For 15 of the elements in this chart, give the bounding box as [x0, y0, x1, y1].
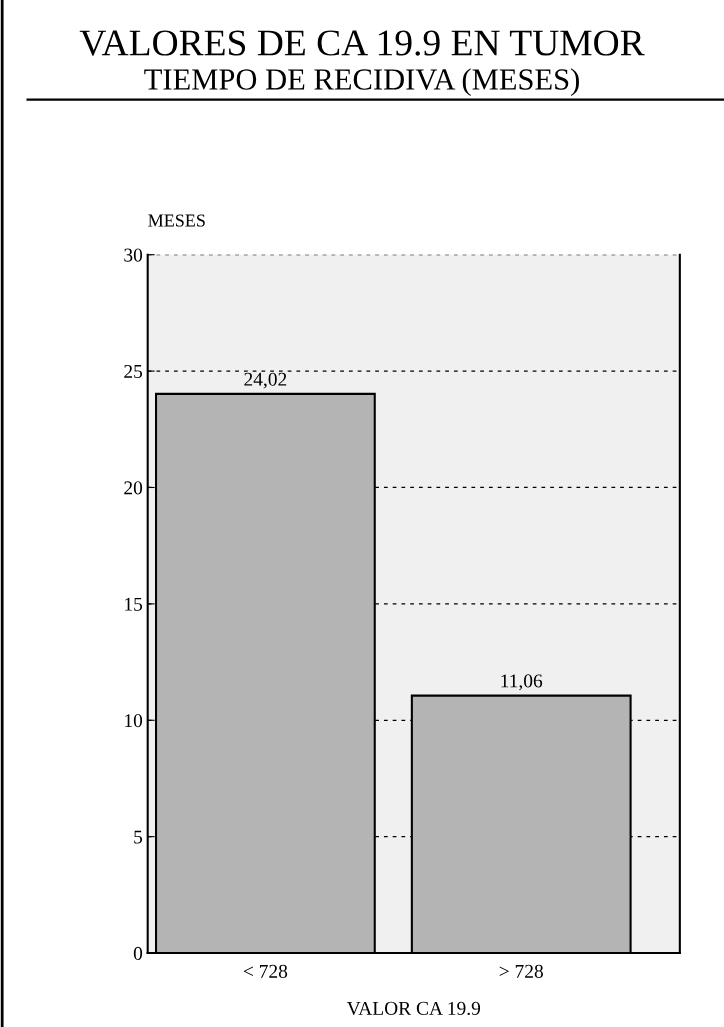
y-tick-label: 30	[124, 248, 143, 262]
x-tick-label: > 728	[499, 964, 543, 978]
y-tick-label: 15	[125, 597, 143, 611]
y-tick-label: 5	[134, 830, 143, 844]
data-label: 24,02	[244, 372, 287, 389]
data-label: 11,06	[501, 674, 543, 691]
chart-subtitle: TIEMPO DE RECIDIVA (MESES)	[144, 68, 579, 97]
y-tick-label: 0	[133, 946, 143, 960]
y-axis-title: MESES	[148, 214, 205, 227]
y-tick-label: 25	[124, 364, 143, 379]
y-tick-label: 10	[125, 714, 143, 728]
y-tick-label: 20	[124, 481, 143, 495]
chart-title: VALORES DE CA 19.9 EN TUMOR	[79, 30, 645, 56]
x-axis-title: VALOR CA 19.9	[346, 1001, 481, 1016]
x-tick-label: < 728	[243, 964, 288, 978]
